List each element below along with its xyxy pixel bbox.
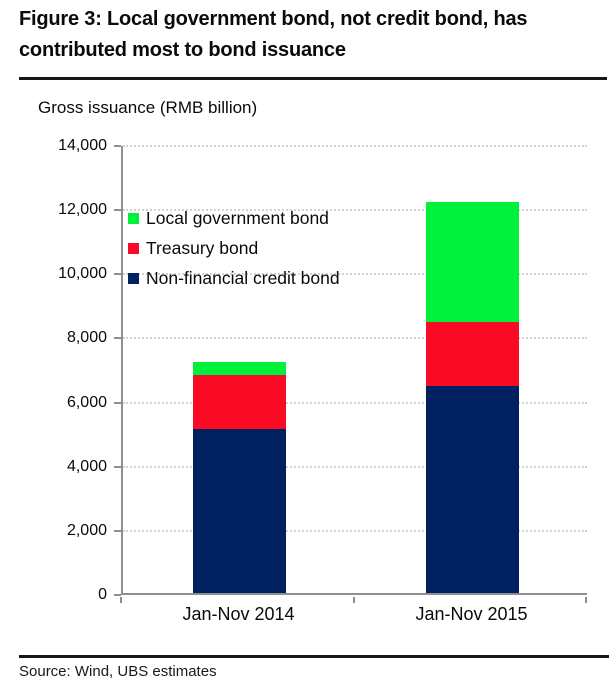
legend-swatch-local-government-bond bbox=[128, 212, 139, 224]
gridline-6000 bbox=[123, 401, 587, 404]
y-axis-tick-mark-8000 bbox=[114, 337, 121, 340]
y-axis-tick-label-6000: 6,000 bbox=[66, 393, 107, 411]
y-axis-tick-label-2000: 2,000 bbox=[66, 521, 107, 539]
legend-label-local-government-bond: Local government bond bbox=[146, 207, 329, 228]
gridline-14000 bbox=[123, 145, 587, 147]
gridline-8000 bbox=[123, 337, 587, 340]
gridline-4000 bbox=[123, 465, 587, 468]
y-axis-tick-mark-6000 bbox=[114, 401, 121, 404]
y-axis-tick-label-8000: 8,000 bbox=[66, 329, 107, 347]
y-axis-tick-label-12000: 12,000 bbox=[58, 201, 107, 219]
y-axis-tick-mark-14000 bbox=[114, 145, 121, 147]
legend: Local government bond Treasury bond Non-… bbox=[128, 203, 340, 293]
x-axis-label-jan-nov-2014: Jan-Nov 2014 bbox=[182, 604, 295, 624]
y-axis-tick-mark-12000 bbox=[114, 209, 121, 212]
bar-segment-non-financial-credit-bond-jan-nov-2014 bbox=[193, 429, 286, 593]
bar-segment-local-government-bond-jan-nov-2014 bbox=[193, 362, 286, 375]
y-axis-tick-label-14000: 14,000 bbox=[58, 137, 107, 154]
legend-swatch-non-financial-credit-bond bbox=[128, 272, 139, 284]
x-axis-tick-mark-0 bbox=[120, 597, 122, 603]
gridline-2000 bbox=[123, 529, 587, 532]
y-axis-tick-labels: 0 2,000 4,000 6,000 8,000 10,000 12,000 14,000 bbox=[0, 137, 107, 603]
source-note: Source: Wind, UBS estimates bbox=[19, 663, 217, 680]
gridline-10000 bbox=[123, 273, 587, 276]
y-axis-tick-label-10000: 10,000 bbox=[58, 265, 107, 283]
gridline-12000 bbox=[123, 209, 587, 212]
x-axis-label-jan-nov-2015: Jan-Nov 2015 bbox=[415, 604, 528, 624]
figure-title: Figure 3: Local government bond, not cre… bbox=[19, 8, 528, 61]
y-axis-tick-mark-4000 bbox=[114, 465, 121, 468]
legend-swatch-treasury-bond bbox=[128, 242, 139, 254]
legend-item-non-financial-credit-bond: Non-financial credit bond bbox=[128, 263, 340, 293]
title-divider bbox=[19, 77, 607, 80]
x-axis-tick-mark-1 bbox=[353, 597, 355, 603]
y-axis-title: Gross issuance (RMB billion) bbox=[38, 98, 258, 117]
footer-divider bbox=[19, 655, 609, 658]
y-axis-tick-label-0: 0 bbox=[98, 586, 107, 603]
y-axis-tick-mark-2000 bbox=[114, 529, 121, 532]
bar-segment-non-financial-credit-bond-jan-nov-2015 bbox=[426, 386, 519, 593]
bar-segment-treasury-bond-jan-nov-2014 bbox=[193, 374, 286, 430]
y-axis-tick-mark-10000 bbox=[114, 273, 121, 276]
y-axis-tick-label-4000: 4,000 bbox=[66, 457, 107, 475]
plot-area: Local government bond Treasury bond Non-… bbox=[121, 145, 587, 595]
legend-item-treasury-bond: Treasury bond bbox=[128, 233, 340, 263]
legend-label-non-financial-credit-bond: Non-financial credit bond bbox=[146, 267, 340, 288]
legend-label-treasury-bond: Treasury bond bbox=[146, 237, 259, 258]
bar-segment-treasury-bond-jan-nov-2015 bbox=[426, 322, 519, 387]
bar-segment-local-government-bond-jan-nov-2015 bbox=[426, 201, 519, 322]
y-axis-tick-mark-0 bbox=[114, 594, 121, 596]
x-axis-tick-mark-2 bbox=[585, 597, 587, 603]
legend-item-local-government-bond: Local government bond bbox=[128, 203, 340, 233]
